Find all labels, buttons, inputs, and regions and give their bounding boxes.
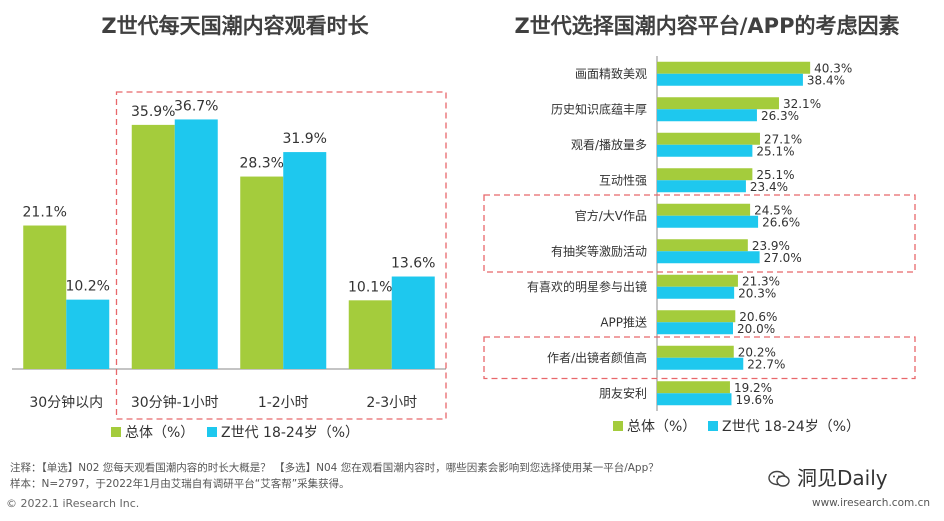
right-bar-label-total-9: 19.2% bbox=[734, 381, 772, 395]
right-bar-label-genz-4: 26.6% bbox=[762, 215, 800, 229]
right-bar-genz-7 bbox=[657, 322, 733, 335]
left-bar-label-genz-2: 31.9% bbox=[283, 131, 327, 147]
left-bar-label-total-2: 28.3% bbox=[240, 156, 284, 172]
right-bar-label-total-7: 20.6% bbox=[739, 310, 777, 324]
left-legend-total-label: 总体（%） bbox=[125, 425, 194, 441]
right-category-label-4: 官方/大V作品 bbox=[575, 208, 647, 223]
right-bar-total-6 bbox=[657, 274, 738, 287]
right-bar-label-genz-1: 26.3% bbox=[761, 109, 799, 123]
left-category-label-3: 2-3小时 bbox=[366, 395, 417, 411]
left-bar-label-genz-1: 36.7% bbox=[174, 98, 218, 114]
left-bar-total-0 bbox=[23, 225, 67, 369]
right-legend-total-swatch bbox=[613, 421, 623, 431]
right-bar-label-genz-7: 20.0% bbox=[737, 322, 775, 336]
right-bar-label-total-3: 25.1% bbox=[756, 168, 794, 182]
right-bar-label-genz-6: 20.3% bbox=[738, 286, 776, 300]
left-bar-genz-3 bbox=[391, 276, 435, 369]
left-category-label-0: 30分钟以内 bbox=[29, 394, 103, 411]
right-highlight-box-1 bbox=[483, 194, 916, 273]
right-bar-genz-3 bbox=[657, 180, 746, 193]
left-bar-label-total-3: 10.1% bbox=[348, 279, 392, 295]
right-bar-total-5 bbox=[657, 239, 748, 252]
left-legend-genz-label: Z世代 18-24岁（%） bbox=[221, 425, 359, 441]
left-legend-genz-swatch bbox=[207, 427, 217, 437]
right-category-label-0: 画面精致美观 bbox=[575, 67, 647, 81]
left-bar-total-1 bbox=[131, 124, 175, 369]
website-url: www.iresearch.com.cn bbox=[811, 497, 930, 509]
right-bar-genz-4 bbox=[657, 215, 759, 228]
right-bar-label-genz-9: 19.6% bbox=[735, 393, 773, 407]
right-bar-label-total-0: 40.3% bbox=[814, 61, 852, 75]
right-category-label-3: 互动性强 bbox=[599, 173, 647, 187]
right-bar-total-0 bbox=[657, 61, 811, 74]
left-bar-total-2 bbox=[240, 176, 284, 369]
left-bar-genz-1 bbox=[174, 119, 218, 369]
footnote-question: 注释：【单选】N02 您每天观看国潮内容的时长大概是？ 【多选】N04 您在观看… bbox=[10, 462, 659, 474]
right-category-label-8: 作者/出镜者颜值高 bbox=[547, 350, 647, 365]
left-category-label-2: 1-2小时 bbox=[258, 395, 309, 411]
left-legend-total-swatch bbox=[111, 427, 121, 437]
right-category-label-1: 历史知识底蕴丰厚 bbox=[551, 101, 647, 116]
right-bar-total-7 bbox=[657, 310, 736, 323]
right-bar-total-9 bbox=[657, 381, 730, 394]
left-bar-label-total-1: 35.9% bbox=[131, 104, 175, 120]
right-bar-label-genz-5: 27.0% bbox=[764, 251, 802, 265]
right-legend-genz-swatch bbox=[708, 421, 718, 431]
footnote-sample: 样本：N=2797，于2022年1月由艾瑞自有调研平台“艾客帮”采集获得。 bbox=[10, 478, 350, 490]
right-bar-total-8 bbox=[657, 345, 734, 358]
right-legend-total-label: 总体（%） bbox=[627, 419, 696, 435]
right-bar-genz-6 bbox=[657, 286, 735, 299]
right-category-label-9: 朋友安利 bbox=[599, 385, 647, 400]
left-highlight-box bbox=[115, 91, 447, 420]
brand-name: 洞见Daily bbox=[797, 466, 888, 490]
left-bar-label-genz-0: 10.2% bbox=[66, 279, 110, 295]
right-bar-label-total-6: 21.3% bbox=[742, 274, 780, 288]
right-bar-genz-1 bbox=[657, 109, 757, 122]
left-bar-total-3 bbox=[348, 300, 392, 369]
right-legend-genz-label: Z世代 18-24岁（%） bbox=[722, 419, 860, 435]
right-bar-total-2 bbox=[657, 132, 760, 145]
left-bar-label-genz-3: 13.6% bbox=[391, 256, 435, 272]
right-bar-genz-9 bbox=[657, 393, 732, 406]
right-bar-genz-0 bbox=[657, 73, 803, 86]
right-bar-genz-5 bbox=[657, 251, 760, 264]
right-category-label-2: 观看/播放量多 bbox=[571, 137, 647, 152]
right-bar-genz-2 bbox=[657, 144, 753, 157]
right-bar-total-4 bbox=[657, 203, 751, 216]
right-bar-label-genz-8: 22.7% bbox=[747, 357, 785, 371]
right-bar-label-genz-0: 38.4% bbox=[807, 73, 845, 87]
right-bar-total-3 bbox=[657, 168, 753, 181]
copyright-text: © 2022.1 iResearch Inc. bbox=[6, 497, 140, 510]
right-bar-genz-8 bbox=[657, 357, 744, 370]
right-category-label-7: APP推送 bbox=[600, 314, 647, 329]
right-bar-label-genz-2: 25.1% bbox=[756, 144, 794, 158]
right-category-label-6: 有喜欢的明星参与出镜 bbox=[527, 279, 647, 294]
left-category-label-1: 30分钟-1小时 bbox=[131, 394, 219, 411]
right-bar-label-total-4: 24.5% bbox=[754, 203, 792, 217]
wechat-icon bbox=[768, 470, 790, 487]
left-bar-label-total-0: 21.1% bbox=[23, 205, 67, 221]
right-bar-label-total-2: 27.1% bbox=[764, 132, 802, 146]
left-bar-genz-0 bbox=[66, 299, 110, 369]
right-highlight-box-2 bbox=[483, 336, 916, 380]
right-bar-label-total-5: 23.9% bbox=[752, 239, 790, 253]
right-chart-title: Z世代选择国潮内容平台/APP的考虑因素 bbox=[514, 14, 900, 38]
right-bar-total-1 bbox=[657, 97, 779, 110]
left-chart-title: Z世代每天国潮内容观看时长 bbox=[101, 14, 369, 38]
left-bar-genz-2 bbox=[283, 152, 327, 369]
right-bar-label-genz-3: 23.4% bbox=[750, 180, 788, 194]
right-bar-label-total-8: 20.2% bbox=[738, 345, 776, 359]
right-category-label-5: 有抽奖等激励活动 bbox=[551, 244, 647, 258]
right-bar-label-total-1: 32.1% bbox=[783, 97, 821, 111]
